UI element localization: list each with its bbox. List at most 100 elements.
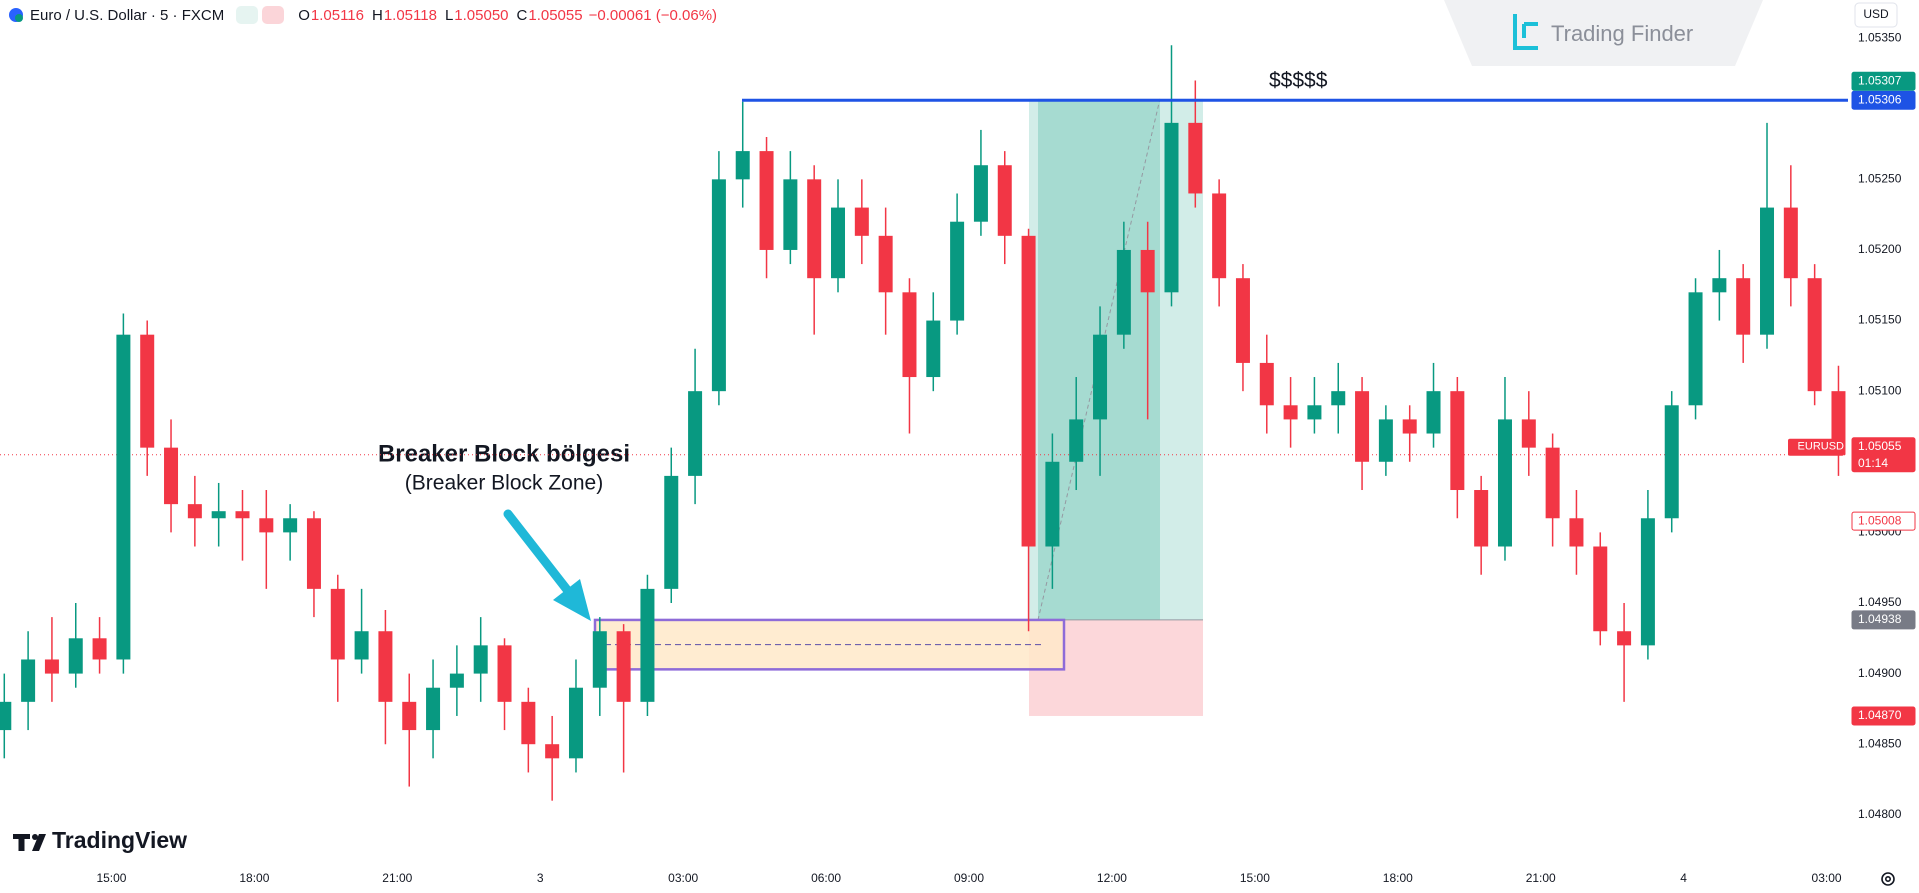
y-tick-label: 1.05100 [1858, 383, 1902, 397]
price-tag-label: 1.04870 [1858, 708, 1902, 722]
x-tick-label: 15:00 [1240, 871, 1270, 885]
watermark: TradingView [52, 827, 187, 853]
price-tag: EURUSD 1.05055 01:14 [1788, 437, 1916, 473]
candle-body [1045, 461, 1060, 547]
brand-name: Trading Finder [1551, 21, 1693, 46]
market-status[interactable] [236, 6, 259, 24]
legend-key: O [298, 6, 310, 24]
y-tick-label: 1.05250 [1858, 172, 1902, 186]
y-tick-label: 1.04850 [1858, 736, 1902, 750]
price-tag: 1.05306 [1851, 90, 1916, 110]
candle-body [1259, 362, 1274, 406]
candle-body [1426, 391, 1441, 434]
price-tag-box [1851, 437, 1916, 473]
candle-body [306, 518, 321, 589]
price-tag: 1.05008 [1851, 511, 1916, 531]
price-tag-label: 1.05306 [1858, 92, 1902, 106]
candle-body [0, 701, 12, 731]
legend-value: 1.05116 [310, 6, 364, 24]
symbol-title: Euro / U.S. Dollar · 5 · FXCM [30, 6, 225, 24]
currency-label[interactable]: USD [1863, 7, 1889, 21]
candle-body [878, 235, 893, 293]
x-tick-label: 15:00 [96, 871, 126, 885]
legend-value: 1.05055 [528, 6, 583, 24]
price-tag-box [1851, 610, 1916, 630]
x-tick-label: 18:00 [1383, 871, 1413, 885]
candle-body [711, 179, 726, 392]
price-axis: 1.048001.048501.049001.049501.050001.051… [96, 30, 1916, 885]
x-tick-label: 09:00 [954, 871, 984, 885]
candle-body [187, 504, 202, 519]
settings-icon[interactable] [1881, 872, 1895, 886]
candle-body [1402, 419, 1417, 434]
candle-body [1617, 631, 1632, 646]
data-status[interactable] [262, 6, 285, 24]
legend-key: C [516, 6, 528, 24]
candle-body [92, 638, 107, 660]
candle-body [1235, 278, 1250, 363]
overlays: $$$$$ [742, 69, 1848, 102]
candle-body [426, 687, 441, 731]
price-tag-label: 1.05307 [1858, 73, 1902, 87]
candle-body [1450, 391, 1465, 491]
price-tag: 1.05307 [1851, 71, 1916, 91]
candle-body [1307, 405, 1322, 420]
ohlc-legend: O1.05116 H1.05118 L1.05050 C1.05055 [290, 7, 582, 24]
candle-body [1760, 207, 1775, 335]
candle-body [735, 151, 750, 180]
candle-body [1521, 419, 1536, 448]
candle-body [1545, 447, 1560, 519]
candle-body [1331, 391, 1346, 406]
x-tick-label: 06:00 [811, 871, 841, 885]
brand-logo [1513, 14, 1538, 50]
candle-body [1283, 405, 1298, 420]
y-tick-label: 1.05150 [1858, 313, 1902, 327]
candle-body [235, 511, 250, 519]
x-tick-label: 03:00 [668, 871, 698, 885]
y-tick-label: 1.05200 [1858, 242, 1902, 256]
legend-key: H [371, 6, 383, 24]
y-tick-label: 1.05350 [1858, 30, 1902, 44]
price-tag: 1.04938 [1851, 610, 1916, 630]
price-tag-box [1851, 706, 1916, 726]
candle-body [1593, 546, 1608, 632]
x-tick-label: 18:00 [239, 871, 269, 885]
candle-body [1807, 278, 1822, 392]
currency-button[interactable] [1854, 2, 1898, 28]
watermark-logo [13, 834, 46, 851]
candle-body [783, 179, 798, 250]
candle-body [140, 334, 155, 448]
candle-body [1021, 235, 1036, 547]
price-tag-label: 1.04938 [1858, 612, 1902, 626]
candle-body [283, 518, 298, 533]
candle-body [997, 165, 1012, 236]
price-tag-label: 1.05008 [1858, 513, 1902, 527]
candle-body [1116, 249, 1131, 335]
candle-body [664, 475, 679, 589]
candle-body [1069, 419, 1084, 462]
candle-body [807, 179, 822, 279]
y-tick-label: 1.04950 [1858, 595, 1902, 609]
symbol-icon [9, 8, 23, 22]
candle-body [449, 673, 464, 688]
candle-body [68, 638, 83, 674]
candle-body [1497, 419, 1512, 547]
x-tick-label: 03:00 [1812, 871, 1842, 885]
x-tick-label: 21:00 [382, 871, 412, 885]
candle-body [354, 631, 369, 660]
legend-value: 1.05118 [383, 6, 437, 24]
candle-body [211, 511, 226, 519]
candle-body [616, 631, 631, 702]
candle-body [330, 588, 345, 660]
candle-body [1569, 518, 1584, 547]
symbol-tag-box [1788, 438, 1844, 456]
price-tag-box [1851, 71, 1916, 91]
candle-body [592, 631, 607, 688]
candle-body [1736, 278, 1751, 335]
price-tag-label: 1.05055 [1858, 439, 1902, 453]
x-tick-label: 3 [537, 871, 544, 885]
candle-body [831, 207, 846, 279]
header: Euro / U.S. Dollar · 5 · FXCM O1.05116 H1… [8, 4, 717, 26]
